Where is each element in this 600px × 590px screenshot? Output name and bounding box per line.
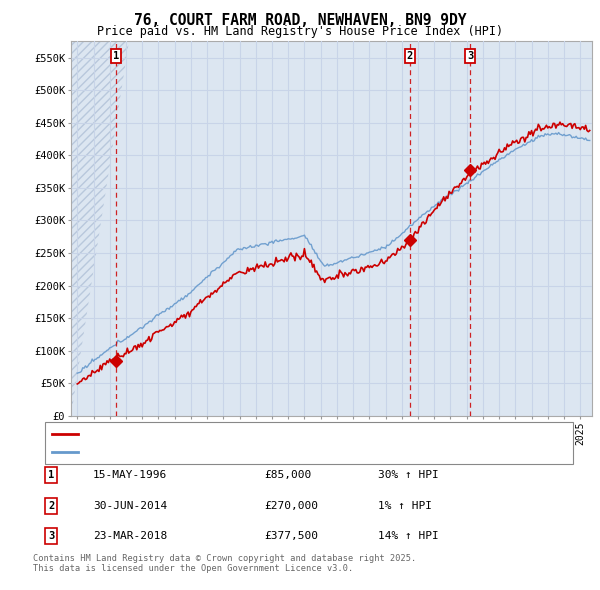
Text: 76, COURT FARM ROAD, NEWHAVEN, BN9 9DY: 76, COURT FARM ROAD, NEWHAVEN, BN9 9DY xyxy=(134,13,466,28)
Text: Contains HM Land Registry data © Crown copyright and database right 2025.
This d: Contains HM Land Registry data © Crown c… xyxy=(33,554,416,573)
Text: £270,000: £270,000 xyxy=(264,501,318,510)
Text: 23-MAR-2018: 23-MAR-2018 xyxy=(93,532,167,541)
Text: 14% ↑ HPI: 14% ↑ HPI xyxy=(378,532,439,541)
Text: 30% ↑ HPI: 30% ↑ HPI xyxy=(378,470,439,480)
Text: 1% ↑ HPI: 1% ↑ HPI xyxy=(378,501,432,510)
Polygon shape xyxy=(71,41,129,416)
Text: £377,500: £377,500 xyxy=(264,532,318,541)
Text: 1: 1 xyxy=(48,470,54,480)
Text: 3: 3 xyxy=(467,51,473,61)
Text: 1: 1 xyxy=(113,51,119,61)
Text: 76, COURT FARM ROAD, NEWHAVEN, BN9 9DY (semi-detached house): 76, COURT FARM ROAD, NEWHAVEN, BN9 9DY (… xyxy=(84,429,444,439)
Text: HPI: Average price, semi-detached house, Lewes: HPI: Average price, semi-detached house,… xyxy=(84,447,360,457)
Text: £85,000: £85,000 xyxy=(264,470,311,480)
Text: 2: 2 xyxy=(407,51,413,61)
Text: 15-MAY-1996: 15-MAY-1996 xyxy=(93,470,167,480)
Text: Price paid vs. HM Land Registry's House Price Index (HPI): Price paid vs. HM Land Registry's House … xyxy=(97,25,503,38)
Text: 2: 2 xyxy=(48,501,54,510)
Text: 30-JUN-2014: 30-JUN-2014 xyxy=(93,501,167,510)
Text: 3: 3 xyxy=(48,532,54,541)
